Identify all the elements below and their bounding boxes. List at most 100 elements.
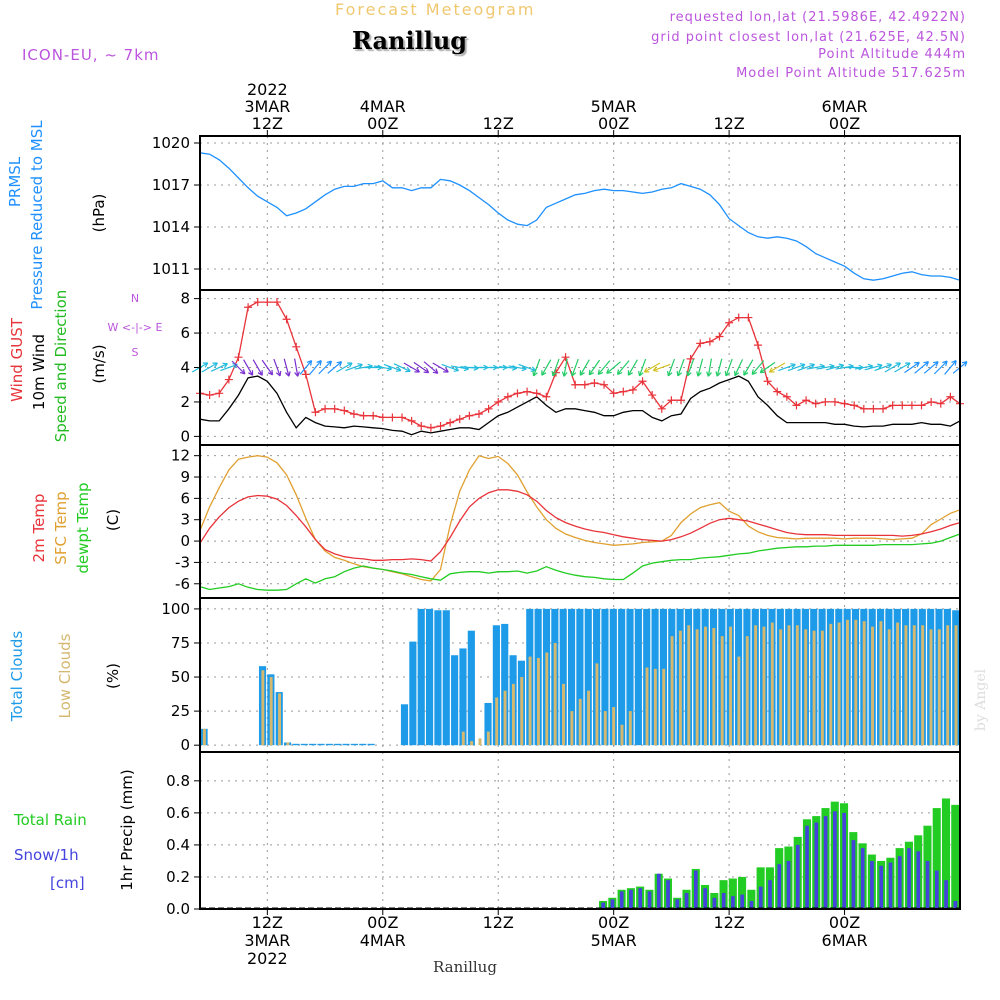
cloud-low-bar — [871, 626, 874, 746]
temp-tick-label: 9 — [180, 468, 190, 486]
wind-speed-line — [199, 375, 961, 436]
precip-snow-bar — [740, 894, 745, 909]
wind-gust-point — [263, 298, 272, 307]
wind-gust-point — [571, 380, 580, 389]
pressure-ylabel-a-0: PRMSL — [6, 156, 24, 207]
cloud-low-bar — [829, 623, 833, 746]
wind-gust-point — [648, 391, 657, 400]
wind-direction-arrow — [725, 358, 733, 377]
cloud-low-bar — [653, 668, 657, 746]
precip-snow-bar — [879, 865, 884, 909]
x-tick-label-top: 00Z — [367, 114, 398, 133]
cloud-total-bar — [576, 608, 584, 746]
wind-direction-arrowhead — [886, 363, 892, 369]
wind-direction-arrow — [518, 363, 536, 372]
precip-ylabel-0: 1hr Precip (mm) — [118, 769, 136, 890]
precip-snow-bar — [731, 896, 735, 909]
wind-direction-arrowhead — [306, 360, 313, 366]
wind-direction-arrowhead — [285, 371, 291, 377]
wind-gust-point — [224, 375, 233, 384]
wind-direction-arrowhead — [423, 367, 430, 374]
wind-direction-arrowhead — [248, 370, 254, 376]
precip-snow-bar — [805, 825, 809, 909]
wind-direction-arrow — [571, 358, 579, 377]
wind-direction-arrowhead — [275, 370, 282, 377]
wind-gust-point — [792, 401, 801, 410]
cloud-low-bar — [937, 629, 941, 746]
wind-direction-arrow — [759, 361, 776, 374]
wind-direction-arrow — [835, 365, 854, 370]
wind-direction-arrow — [697, 358, 704, 377]
wind-direction-arrowhead — [923, 361, 929, 367]
cloud-low-bar — [921, 625, 925, 746]
wind-direction-arrowhead — [326, 360, 333, 367]
x-tick-label-bottom: 4MAR — [360, 931, 406, 950]
wind-direction-arrow — [354, 365, 373, 370]
wind-direction-arrowhead — [579, 370, 585, 376]
precip-tick-label: 0.6 — [166, 804, 190, 822]
wind-gust-point — [763, 377, 772, 386]
wind-direction-arrowhead — [336, 361, 343, 367]
wind-direction-arrowhead — [961, 361, 968, 367]
precip-snow-bar — [601, 902, 606, 909]
cloud-unit-0: (%) — [104, 663, 122, 689]
precip-snow-bar — [851, 840, 856, 909]
precip-snow-bar — [647, 891, 652, 909]
supertitle: Forecast Meteogram — [335, 0, 536, 19]
precip-snow-bar — [721, 892, 726, 909]
wind-direction-arrow — [617, 360, 630, 375]
precip-rain-bar — [747, 889, 756, 909]
wind-gust-point — [628, 385, 637, 394]
wind-gust-point — [879, 404, 888, 413]
wind-direction-arrow — [816, 365, 835, 370]
wind-direction-arrow — [638, 358, 647, 377]
wind-gust-point — [253, 298, 262, 307]
wind-direction-arrow — [884, 362, 901, 373]
wind-gust-point — [388, 413, 397, 422]
cloud-total-bar — [609, 608, 617, 746]
wind-gust-point — [494, 397, 503, 406]
wind-direction-arrow — [336, 362, 353, 373]
credit-watermark: by Angel — [973, 668, 989, 731]
precip-snow-bar — [749, 900, 754, 909]
precip-snow-bar — [656, 873, 661, 909]
wind-direction-arrow — [441, 363, 459, 372]
cloud-total-bar — [359, 743, 367, 746]
x-tick-label-bottom: 12Z — [713, 913, 744, 932]
cloud-low-bar — [470, 741, 474, 746]
pressure-tick-label: 1020 — [152, 134, 190, 152]
wind-direction-arrowhead — [666, 370, 673, 377]
wind-direction-arrowhead — [759, 367, 766, 374]
cloud-low-bar — [795, 625, 799, 746]
wind-gust-point — [465, 411, 474, 420]
precip-snow-bar — [712, 897, 717, 909]
wind-direction-arrowhead — [809, 363, 815, 369]
x-tick-label-top: 4MAR — [360, 97, 406, 116]
wind-tick-label: 6 — [180, 324, 190, 342]
x-tick-label-top: 12Z — [483, 114, 514, 133]
wind-gust-point — [907, 401, 916, 410]
cloud-total-bar — [634, 608, 642, 746]
cloud-low-bar — [712, 627, 716, 746]
wind-direction-arrowhead — [267, 369, 274, 376]
wind-direction-arrow — [787, 363, 806, 372]
wind-gust-point — [378, 413, 387, 422]
compass-we: W <-|-> E — [108, 321, 163, 334]
temp-ylabel-2m-0: 2m Temp — [30, 494, 48, 563]
precip-snow-bar — [833, 811, 837, 909]
cloud-total-bar — [451, 655, 459, 746]
cloud-total-bar — [467, 630, 475, 746]
wind-direction-arrowhead — [696, 371, 702, 377]
wind-direction-arrow — [874, 363, 892, 372]
wind-direction-arrowhead — [734, 370, 740, 377]
wind-direction-arrowhead — [395, 366, 402, 372]
precip-snow-bar — [758, 886, 763, 909]
wind-gust-point — [542, 392, 551, 401]
cloud-total-bar — [459, 648, 467, 746]
cloud-low-bar — [461, 731, 465, 746]
wind-tick-label: 4 — [180, 359, 190, 377]
clouds-tick-label: 25 — [171, 702, 190, 720]
cloud-total-bar — [400, 704, 409, 746]
temp-tick-label: -3 — [175, 553, 190, 571]
wind-gust-point — [638, 377, 647, 386]
